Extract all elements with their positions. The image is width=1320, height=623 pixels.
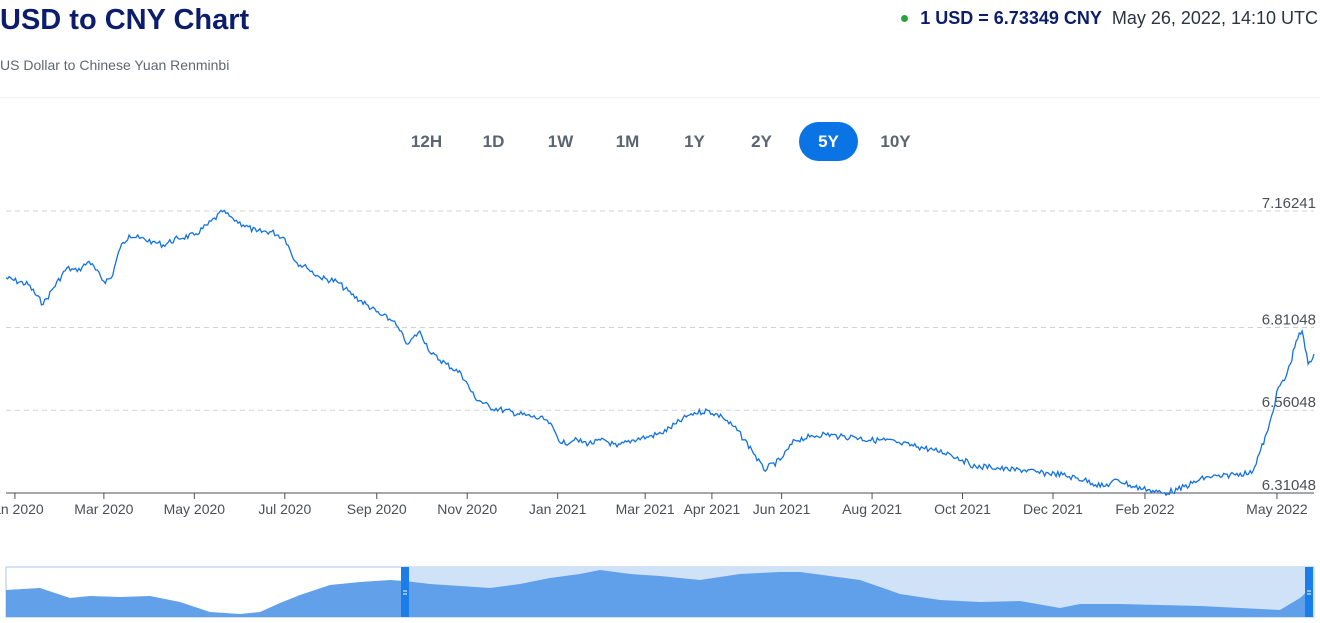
y-tick-label: 7.16241 — [1262, 195, 1316, 212]
x-tick-label: Mar 2021 — [616, 501, 675, 517]
rate-value: 1 USD = 6.73349 CNY — [920, 8, 1102, 28]
range-button-12h[interactable]: 12H — [397, 122, 456, 161]
x-tick-label: Mar 2020 — [74, 501, 133, 517]
navigator-right-handle[interactable] — [1305, 567, 1313, 617]
page-subtitle: US Dollar to Chinese Yuan Renminbi — [0, 57, 230, 73]
header-divider — [0, 97, 1320, 98]
handle-bar[interactable] — [401, 567, 409, 617]
live-rate: 1 USD = 6.73349 CNY May 26, 2022, 14:10 … — [901, 8, 1318, 29]
range-button-1y[interactable]: 1Y — [665, 122, 724, 161]
x-tick-label: Jan 2021 — [529, 501, 587, 517]
x-tick-label: Oct 2021 — [934, 501, 991, 517]
x-tick-label: Apr 2021 — [683, 501, 740, 517]
y-tick-label: 6.31048 — [1262, 477, 1316, 494]
x-tick-label: Aug 2021 — [842, 501, 902, 517]
rate-timestamp: May 26, 2022, 14:10 UTC — [1111, 8, 1318, 28]
navigator-area — [6, 570, 1309, 617]
x-tick-label: Jul 2020 — [258, 501, 311, 517]
navigator-left-handle[interactable] — [401, 567, 409, 617]
x-tick-label: Feb 2022 — [1115, 501, 1174, 517]
range-button-5y[interactable]: 5Y — [799, 122, 858, 161]
range-button-10y[interactable]: 10Y — [866, 122, 925, 161]
page-title: USD to CNY Chart — [0, 4, 250, 36]
x-tick-label: May 2022 — [1246, 501, 1308, 517]
rate-series-line — [5, 209, 1315, 497]
time-range-selector: 12H 1D 1W 1M 1Y 2Y 5Y 10Y — [397, 122, 933, 161]
range-button-1w[interactable]: 1W — [531, 122, 590, 161]
x-tick-label: Jun 2021 — [753, 501, 811, 517]
range-button-1d[interactable]: 1D — [464, 122, 523, 161]
x-tick-label: Nov 2020 — [437, 501, 497, 517]
range-button-2y[interactable]: 2Y — [732, 122, 791, 161]
y-tick-label: 6.81048 — [1262, 311, 1316, 328]
navigator[interactable] — [5, 566, 1315, 618]
live-status-dot-icon — [901, 15, 909, 22]
x-tick-label: Dec 2021 — [1023, 501, 1083, 517]
y-tick-label: 6.56048 — [1262, 394, 1316, 411]
x-tick-label: Jan 2020 — [0, 501, 44, 517]
x-tick-label: May 2020 — [164, 501, 226, 517]
handle-bar[interactable] — [1305, 567, 1313, 617]
x-tick-label: Sep 2020 — [347, 501, 407, 517]
range-button-1m[interactable]: 1M — [598, 122, 657, 161]
